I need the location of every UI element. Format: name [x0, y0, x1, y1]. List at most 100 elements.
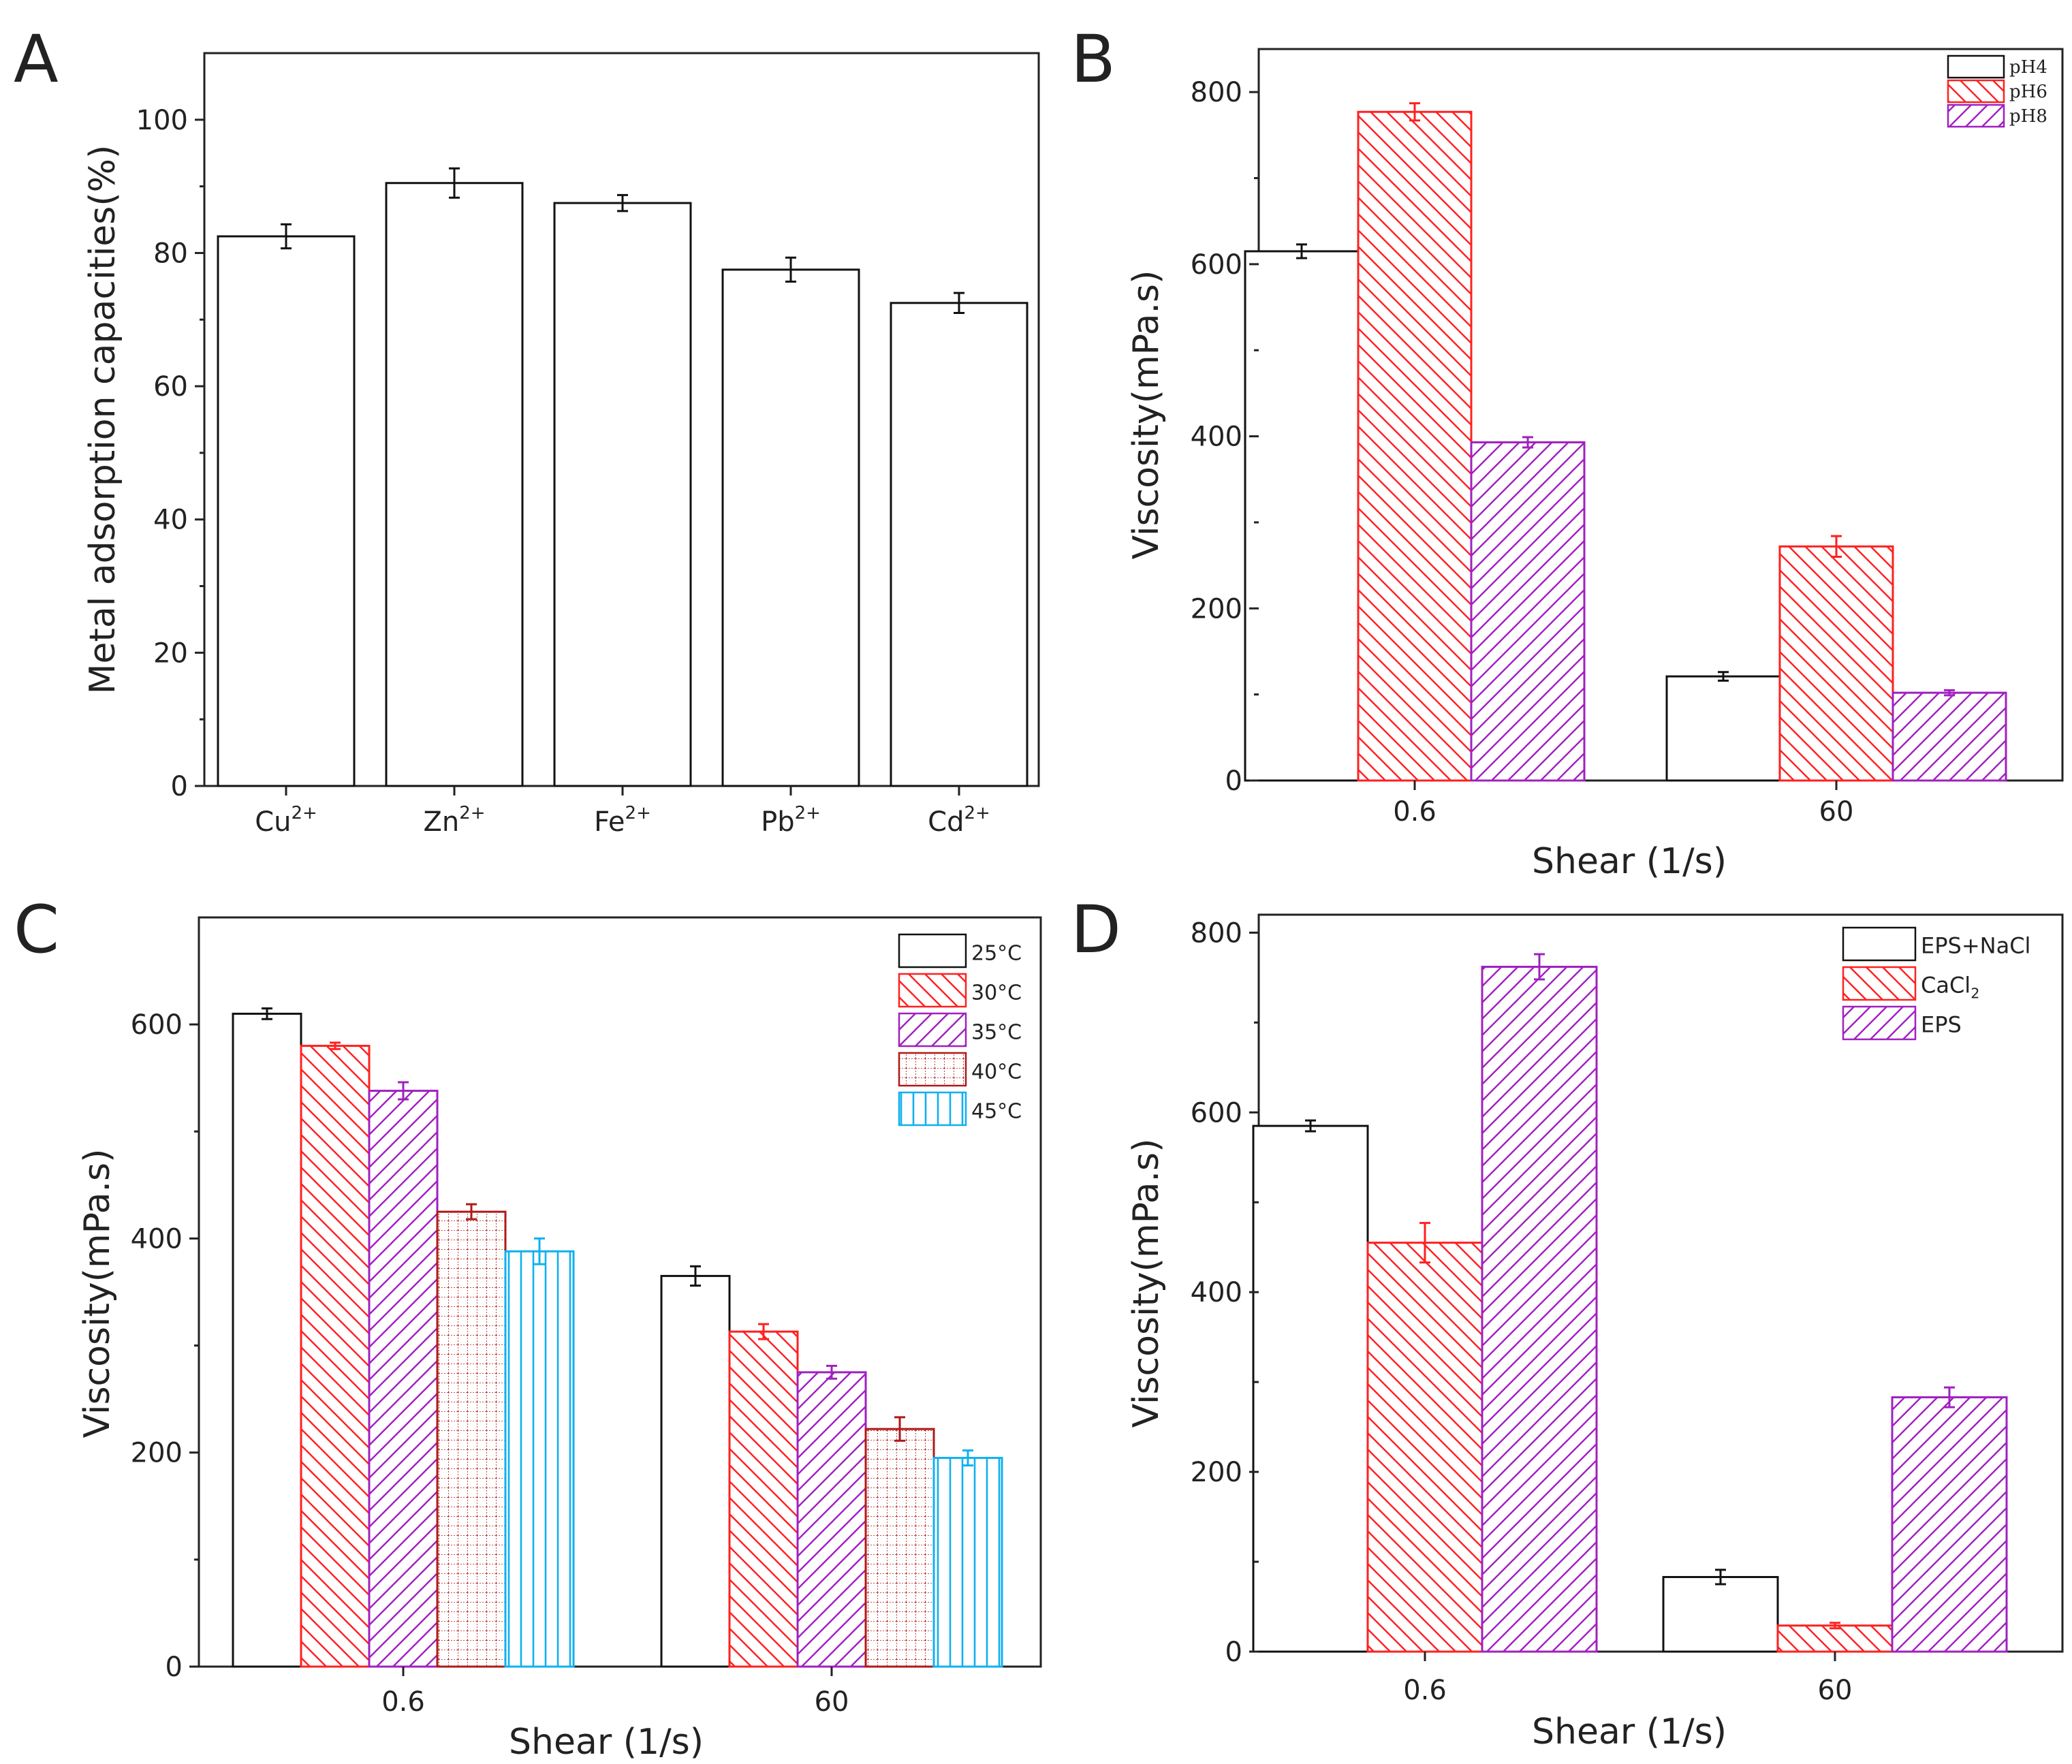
- error-bar-c-s1-c1: [758, 1323, 769, 1340]
- error-bar-a-s0-c2: [617, 193, 628, 212]
- bar-c-s1-c0: [300, 1045, 371, 1668]
- legend-swatch-d-1: [1842, 966, 1917, 1001]
- legend-label-text-d-2: EPS: [1921, 1011, 1962, 1037]
- bar-d-s0-c1: [1662, 1575, 1779, 1653]
- legend-label-text-c-1: 30°C: [971, 981, 1022, 1005]
- x-tick-label-sup-a-0: 2+: [291, 803, 317, 823]
- bar-b-s0-c1: [1665, 675, 1781, 782]
- x-tick-label-d-1: 60: [1818, 1675, 1853, 1706]
- error-bar-c-s3-c1: [894, 1416, 905, 1442]
- error-bar-b-s0-c0: [1296, 243, 1307, 259]
- y-tick-label-d-2: 400: [1191, 1277, 1242, 1308]
- x-tick-label-a-0: Cu2+: [255, 803, 317, 838]
- legend-label-text-c-0: 25°C: [971, 941, 1022, 965]
- x-tick-label-sup-a-1: 2+: [459, 803, 485, 823]
- error-bar-b-s1-c1: [1831, 535, 1842, 558]
- y-tick-label-d-4: 800: [1191, 917, 1242, 949]
- x-tick-label-base-d-0: 0.6: [1403, 1675, 1447, 1706]
- y-tick-label-b-1: 200: [1191, 593, 1242, 625]
- x-tick-label-base-a-1: Zn: [423, 806, 459, 838]
- legend-label-text-d-0: EPS+NaCl: [1921, 932, 2030, 958]
- x-axis-d: 0.6 60: [1403, 1652, 1852, 1706]
- legend-label-text-b-2: pH8: [2009, 106, 2047, 127]
- bars-b: [1244, 102, 2007, 782]
- bars-d: [1252, 953, 2008, 1653]
- x-tick-label-base-a-3: Pb: [761, 806, 795, 838]
- bar-a-s0-c0: [217, 235, 356, 787]
- bar-b-s1-c1: [1778, 545, 1894, 782]
- y-tick-label-d-0: 0: [1225, 1637, 1242, 1668]
- legend-label-d-1: CaCl2: [1921, 972, 1979, 1001]
- bar-b-s2-c1: [1892, 691, 2007, 782]
- bar-c-s3-c1: [864, 1428, 935, 1668]
- error-bar-d-s1-c0: [1419, 1222, 1430, 1264]
- y-axis-d: 0 200 400 600 800: [1191, 917, 1259, 1668]
- x-axis-title-d: Shear (1/s): [1532, 1712, 1727, 1752]
- error-bar-d-s0-c1: [1715, 1569, 1726, 1586]
- error-bar-c-s4-c0: [534, 1237, 545, 1265]
- error-bar-d-s1-c1: [1830, 1622, 1840, 1630]
- legend-swatch-c-2: [898, 1012, 967, 1048]
- y-tick-label-a-5: 100: [136, 105, 188, 136]
- y-tick-label-d-3: 600: [1191, 1097, 1242, 1129]
- bars-c: [232, 1007, 1003, 1668]
- y-tick-label-c-3: 600: [131, 1009, 183, 1041]
- y-axis-a: 0 20 40 60 80 100: [136, 105, 204, 802]
- bar-a-s0-c2: [553, 202, 692, 787]
- error-bar-b-s2-c1: [1944, 689, 1955, 697]
- error-bar-c-s0-c0: [262, 1007, 272, 1020]
- x-tick-label-sup-a-3: 2+: [795, 803, 821, 823]
- bar-d-s2-c1: [1891, 1396, 2008, 1653]
- legend-swatch-c-1: [898, 973, 967, 1008]
- legend-label-text-c-2: 35°C: [971, 1020, 1022, 1044]
- legend-swatch-c-0: [898, 933, 967, 968]
- y-axis-title-b: Viscosity(mPa.s): [1126, 270, 1167, 560]
- y-axis-title-a: Metal adsorption capacities(%): [82, 145, 123, 695]
- legend-label-c-0: 25°C: [971, 941, 1022, 965]
- bar-c-s0-c1: [660, 1274, 731, 1668]
- legend-label-c-2: 35°C: [971, 1020, 1022, 1044]
- x-tick-label-sup-a-2: 2+: [625, 803, 651, 823]
- y-tick-label-b-2: 400: [1191, 422, 1242, 453]
- plot-frame-c: [198, 916, 1042, 1668]
- x-tick-label-base-b-1: 60: [1819, 796, 1854, 828]
- legend-swatch-b-0: [1947, 54, 2005, 79]
- x-axis-a: Cu2+ Zn2+ Fe2+ Pb2+ Cd2+: [255, 786, 990, 838]
- legend-swatch-d-2: [1842, 1005, 1917, 1041]
- legend-label-b-1: pH6: [2009, 82, 2047, 102]
- y-tick-label-c-2: 400: [131, 1223, 183, 1255]
- legend-label-d-0: EPS+NaCl: [1921, 932, 2030, 958]
- legend-label-c-3: 40°C: [971, 1060, 1022, 1084]
- y-tick-label-a-2: 40: [153, 505, 188, 536]
- error-bar-d-s2-c0: [1534, 953, 1545, 981]
- x-tick-label-c-0: 0.6: [381, 1686, 425, 1718]
- y-tick-label-a-0: 0: [171, 771, 188, 802]
- legend-label-c-1: 30°C: [971, 981, 1022, 1005]
- error-bar-a-s0-c1: [449, 167, 460, 199]
- x-tick-label-b-1: 60: [1819, 796, 1854, 828]
- y-axis-b: 0 200 400 600 800: [1191, 77, 1259, 797]
- bar-b-s1-c0: [1357, 110, 1473, 782]
- y-tick-label-a-4: 80: [153, 238, 188, 269]
- x-tick-label-a-1: Zn2+: [423, 803, 485, 838]
- legend-label-text-b-0: pH4: [2009, 57, 2047, 78]
- error-bar-b-s1-c0: [1409, 102, 1420, 122]
- legend-label-text-d-1: CaCl: [1921, 972, 1971, 998]
- legend-label-text-c-3: 40°C: [971, 1060, 1022, 1084]
- legend-label-text-c-4: 45°C: [971, 1099, 1022, 1123]
- panel-letter-d: D: [1071, 892, 1121, 968]
- legend-b: pH4 pH6 pH8: [1947, 54, 2047, 128]
- legend-swatch-d-0: [1842, 926, 1917, 962]
- legend-c: 25°C 30°C 35°C 40°C 45°C: [898, 933, 1022, 1127]
- bar-a-s0-c3: [721, 268, 860, 787]
- bar-b-s0-c0: [1244, 250, 1360, 782]
- x-tick-label-c-1: 60: [815, 1686, 849, 1718]
- x-tick-label-base-c-0: 0.6: [381, 1686, 425, 1718]
- x-tick-label-d-0: 0.6: [1403, 1675, 1447, 1706]
- error-bar-b-s0-c1: [1718, 671, 1729, 682]
- y-tick-label-b-0: 0: [1225, 766, 1242, 797]
- panel-letter-a: A: [14, 21, 59, 97]
- bar-c-s4-c0: [504, 1250, 575, 1668]
